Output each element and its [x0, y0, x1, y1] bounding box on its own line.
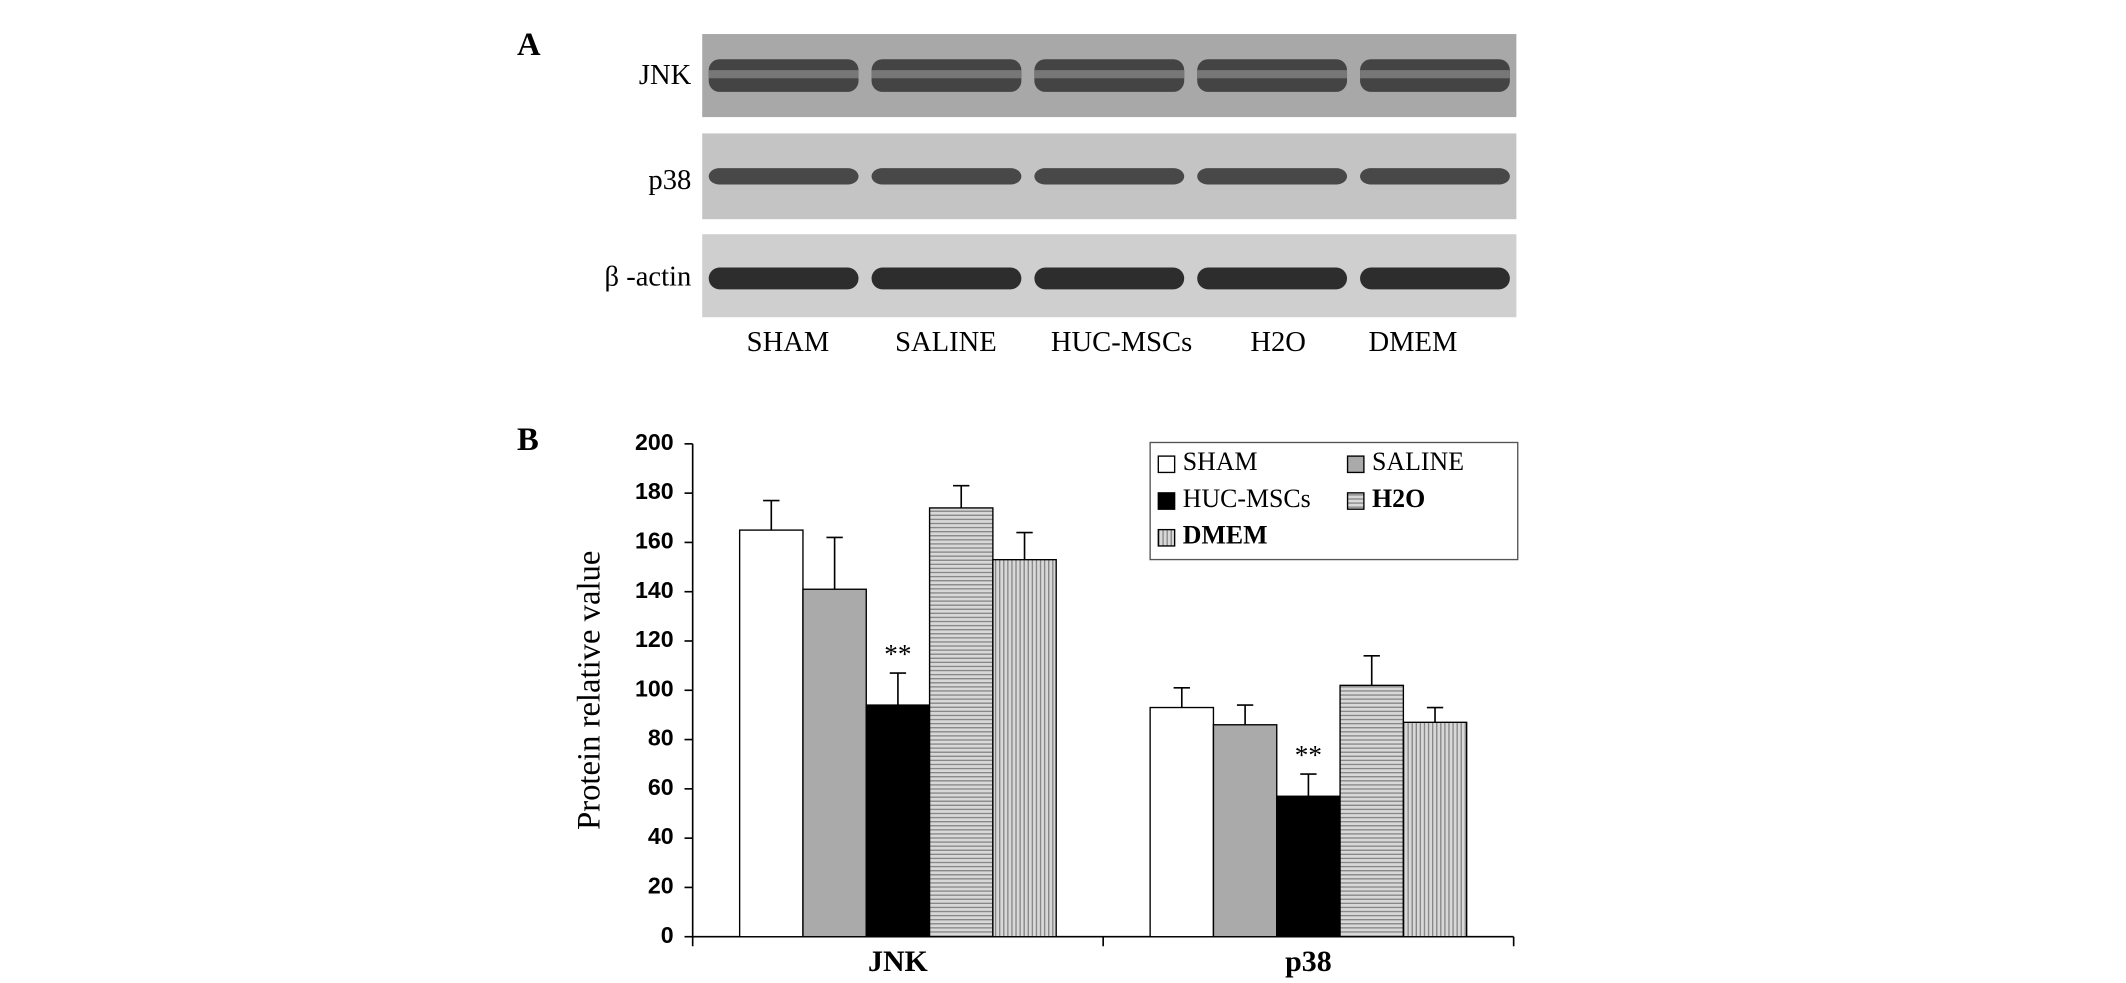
x-tick-label: p38 — [1285, 945, 1332, 978]
blot-row-label: p38 — [648, 165, 691, 196]
x-tick-label: JNK — [868, 945, 929, 978]
legend-swatch — [1157, 492, 1176, 510]
significance-label: ** — [1295, 740, 1322, 770]
error-bar — [1016, 531, 1033, 560]
error-bar — [889, 672, 907, 706]
bar — [865, 704, 931, 938]
legend-swatch — [1157, 455, 1176, 474]
bar — [928, 507, 994, 938]
blot-band — [1197, 168, 1348, 185]
legend-label: HUC-MSCs — [1183, 484, 1311, 513]
error-bar — [1236, 704, 1254, 725]
bar — [992, 558, 1057, 938]
y-tick-label: 140 — [635, 577, 674, 603]
blot-band — [1360, 267, 1510, 290]
lane-label: H2O — [1250, 327, 1306, 358]
blot-band — [1197, 267, 1348, 290]
error-bar — [1300, 773, 1317, 797]
bar — [1339, 684, 1405, 938]
legend-swatch — [1346, 455, 1365, 474]
legend-label: H2O — [1372, 484, 1425, 513]
blot-band — [708, 267, 859, 290]
blot-row-label: JNK — [639, 60, 692, 91]
blot-band — [708, 168, 859, 185]
bar — [1212, 724, 1278, 938]
error-bar — [1426, 706, 1444, 723]
blot-band — [1360, 168, 1510, 185]
blot-band — [1360, 70, 1510, 79]
error-bar — [1363, 654, 1380, 686]
lane-label: SALINE — [895, 327, 997, 358]
bar — [1276, 795, 1341, 938]
error-bar — [826, 536, 843, 590]
blot-band — [1197, 70, 1348, 79]
y-tick-label: 120 — [635, 626, 674, 652]
y-tick-label: 20 — [648, 873, 674, 899]
bar — [1402, 721, 1468, 938]
bar — [738, 529, 804, 938]
y-tick-label: 100 — [635, 675, 674, 701]
y-tick-label: 180 — [635, 478, 674, 504]
blot-band — [1034, 267, 1185, 290]
blot-band — [871, 70, 1022, 79]
blot-band — [871, 267, 1022, 290]
lane-label: HUC-MSCs — [1051, 327, 1192, 358]
error-bar — [1173, 686, 1190, 708]
blot-band — [1034, 168, 1185, 185]
lane-label: SHAM — [747, 327, 830, 358]
y-axis-label: Protein relative value — [571, 551, 607, 830]
blot-row-label: β -actin — [605, 262, 692, 293]
western-blot: JNK p38 β -actin SHAM SALINE HUC-MSCs H2O DMEM — [605, 34, 1517, 358]
y-tick-label: 40 — [648, 823, 674, 849]
bar-chart: 0 20 40 60 80 100 120 140 160 180 200 Protein relat… — [571, 429, 1519, 978]
lane-label: DMEM — [1368, 327, 1457, 358]
legend-label: SALINE — [1372, 447, 1464, 476]
legend-swatch — [1346, 492, 1365, 510]
panel-label: A — [517, 27, 541, 63]
blot-band — [1034, 70, 1185, 79]
y-tick-label: 0 — [661, 922, 674, 948]
y-tick-label: 200 — [635, 429, 674, 455]
blot-band — [871, 168, 1022, 185]
blot-band — [708, 70, 859, 79]
legend-label: DMEM — [1183, 521, 1268, 550]
significance-label: ** — [884, 639, 911, 669]
panel-label: B — [517, 422, 539, 458]
error-bar — [763, 499, 780, 531]
bar — [1149, 706, 1215, 938]
y-tick-label: 60 — [648, 774, 674, 800]
legend-swatch — [1157, 528, 1176, 547]
legend-box — [1149, 441, 1519, 561]
bar — [802, 588, 867, 938]
error-bar — [953, 484, 970, 508]
y-tick-label: 80 — [648, 725, 674, 751]
y-tick-label: 160 — [635, 528, 674, 554]
legend-label: SHAM — [1183, 447, 1258, 476]
